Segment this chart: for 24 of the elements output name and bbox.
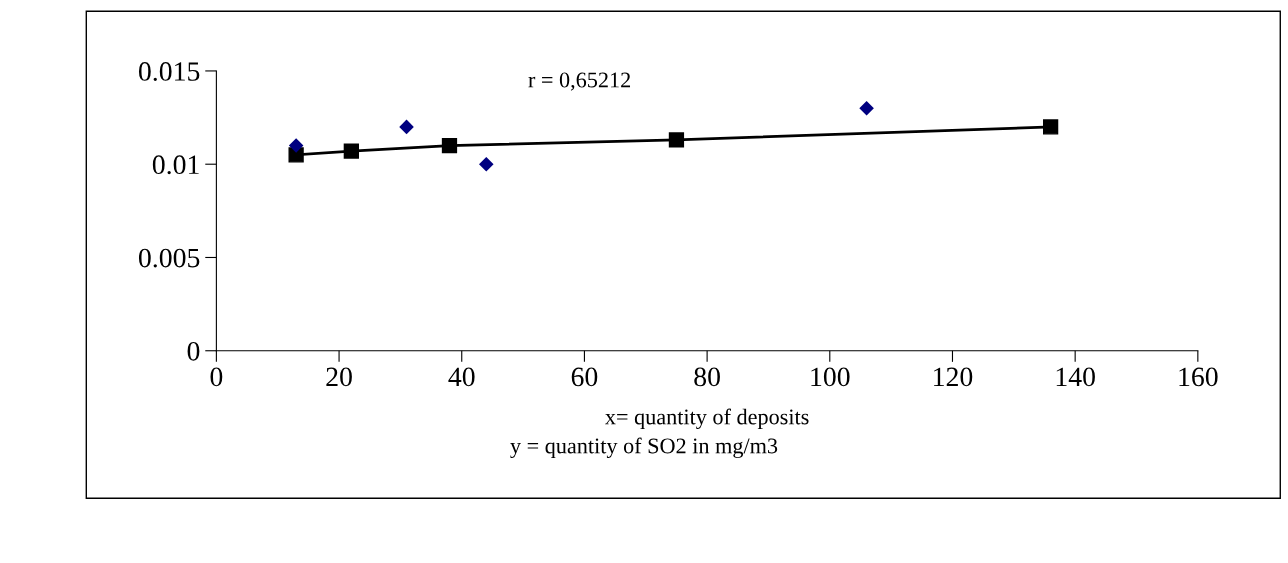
point: [441, 137, 458, 154]
x-tick-label: 60: [571, 367, 598, 387]
x-tick-label: 80: [694, 367, 720, 387]
y-tick-label: 0.005: [138, 248, 200, 268]
text: y = quantity of SO2 in mg/m3: [510, 437, 778, 459]
point: [479, 156, 494, 172]
x-tick-label: 40: [448, 367, 475, 387]
x-tick-label: 100: [811, 367, 850, 387]
point: [668, 132, 685, 148]
y-tick-label: 0.01: [152, 155, 199, 175]
x-tick-label: 120: [934, 367, 973, 387]
point: [1042, 119, 1059, 135]
x-tick-label: 140: [1056, 367, 1095, 387]
x-tick-label: 0: [210, 367, 223, 387]
point: [288, 138, 304, 153]
annotation: r = 0,65212: [528, 72, 631, 91]
point: [859, 100, 874, 116]
point: [343, 143, 359, 159]
point: [399, 119, 414, 135]
x-axis-title: x= quantity of deposits: [605, 408, 809, 430]
x-tick-label: 160: [1179, 367, 1218, 387]
y-tick-label: 0.015: [138, 62, 200, 81]
y-tick-label: 0: [187, 341, 200, 361]
x-tick-label: 20: [326, 367, 352, 387]
